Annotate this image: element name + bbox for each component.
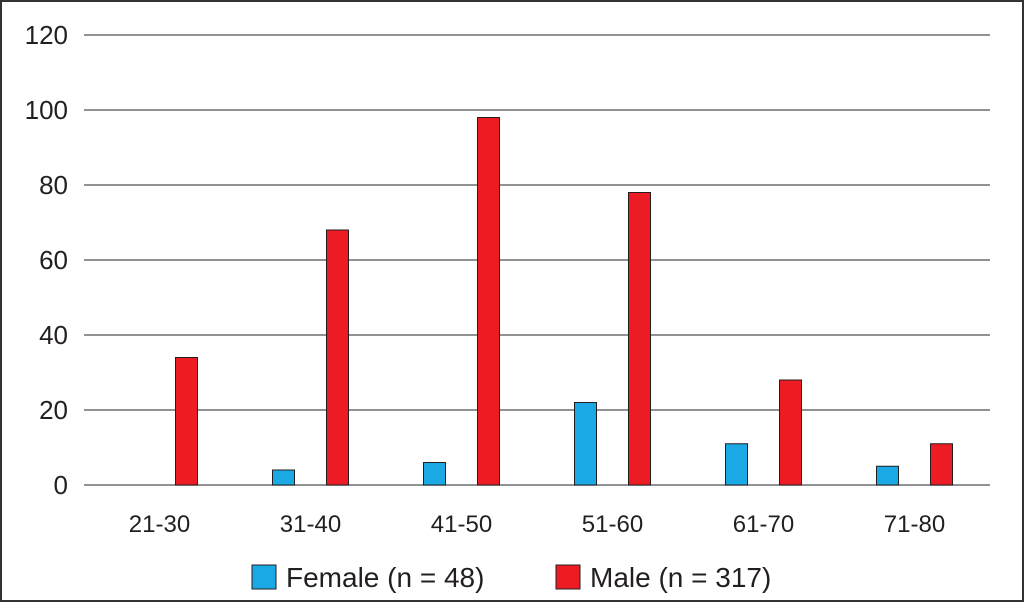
male-bar-21-30 — [175, 357, 198, 486]
legend-swatch-male — [555, 564, 581, 590]
x-category-label: 31-40 — [280, 511, 341, 538]
y-tick-label: 80 — [39, 170, 68, 200]
y-tick-label: 120 — [25, 20, 68, 50]
y-tick-label: 40 — [39, 320, 68, 350]
female-bar-71-80 — [876, 465, 899, 486]
female-bar-61-70 — [725, 443, 748, 486]
x-category-label: 61-70 — [733, 511, 794, 538]
y-tick-label: 0 — [54, 470, 68, 500]
y-tick-label: 100 — [25, 95, 68, 125]
male-bar-31-40 — [326, 229, 349, 486]
x-category-label: 21-30 — [129, 511, 190, 538]
legend-swatch-female — [251, 564, 277, 590]
bars — [175, 117, 953, 486]
legend-label-female: Female (n = 48) — [286, 562, 484, 593]
male-bar-41-50 — [477, 117, 500, 486]
y-axis-tick-labels: 0 20 40 60 80 100 120 — [25, 20, 68, 500]
male-bar-61-70 — [779, 379, 802, 486]
x-category-label: 51-60 — [582, 511, 643, 538]
female-bar-41-50 — [423, 462, 446, 486]
y-tick-label: 20 — [39, 395, 68, 425]
female-bar-51-60 — [574, 402, 597, 486]
gridlines — [84, 34, 990, 486]
x-axis-category-labels: 21-30 31-40 41-50 51-60 61-70 71-80 — [129, 511, 945, 538]
male-bar-51-60 — [628, 192, 651, 486]
legend-label-male: Male (n = 317) — [590, 562, 771, 593]
legend: Female (n = 48) Male (n = 317) — [251, 562, 771, 593]
male-bar-71-80 — [930, 443, 953, 486]
x-category-label: 41-50 — [431, 511, 492, 538]
x-category-label: 71-80 — [884, 511, 945, 538]
y-tick-label: 60 — [39, 245, 68, 275]
female-bar-31-40 — [272, 469, 295, 486]
